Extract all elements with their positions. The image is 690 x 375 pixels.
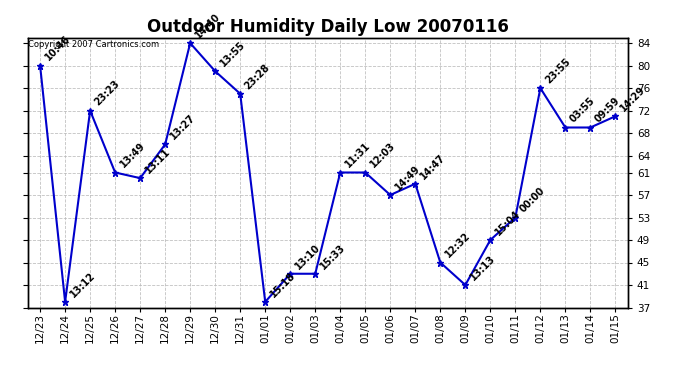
Text: 23:28: 23:28 xyxy=(243,62,272,91)
Text: 15:04: 15:04 xyxy=(493,208,522,237)
Text: 10:46: 10:46 xyxy=(43,34,72,63)
Text: 03:55: 03:55 xyxy=(568,96,597,125)
Text: 14:47: 14:47 xyxy=(418,152,447,181)
Text: Copyright 2007 Cartronics.com: Copyright 2007 Cartronics.com xyxy=(28,40,159,49)
Text: 13:13: 13:13 xyxy=(468,253,497,282)
Text: 09:59: 09:59 xyxy=(593,96,622,125)
Text: 13:11: 13:11 xyxy=(143,146,172,176)
Text: 23:23: 23:23 xyxy=(93,79,122,108)
Text: 13:12: 13:12 xyxy=(68,270,97,299)
Text: 13:55: 13:55 xyxy=(218,39,247,69)
Text: 13:10: 13:10 xyxy=(293,242,322,271)
Text: 11:31: 11:31 xyxy=(343,141,372,170)
Text: 13:27: 13:27 xyxy=(168,112,197,142)
Text: 00:00: 00:00 xyxy=(518,186,547,215)
Text: 13:49: 13:49 xyxy=(118,141,147,170)
Title: Outdoor Humidity Daily Low 20070116: Outdoor Humidity Daily Low 20070116 xyxy=(147,18,509,36)
Text: 12:32: 12:32 xyxy=(443,231,472,260)
Text: 14:29: 14:29 xyxy=(618,84,647,114)
Text: 15:33: 15:33 xyxy=(318,242,347,271)
Text: 14:40: 14:40 xyxy=(193,11,222,40)
Text: 12:03: 12:03 xyxy=(368,141,397,170)
Text: 15:18: 15:18 xyxy=(268,270,297,299)
Text: 14:49: 14:49 xyxy=(393,163,422,192)
Text: 23:55: 23:55 xyxy=(543,56,572,86)
